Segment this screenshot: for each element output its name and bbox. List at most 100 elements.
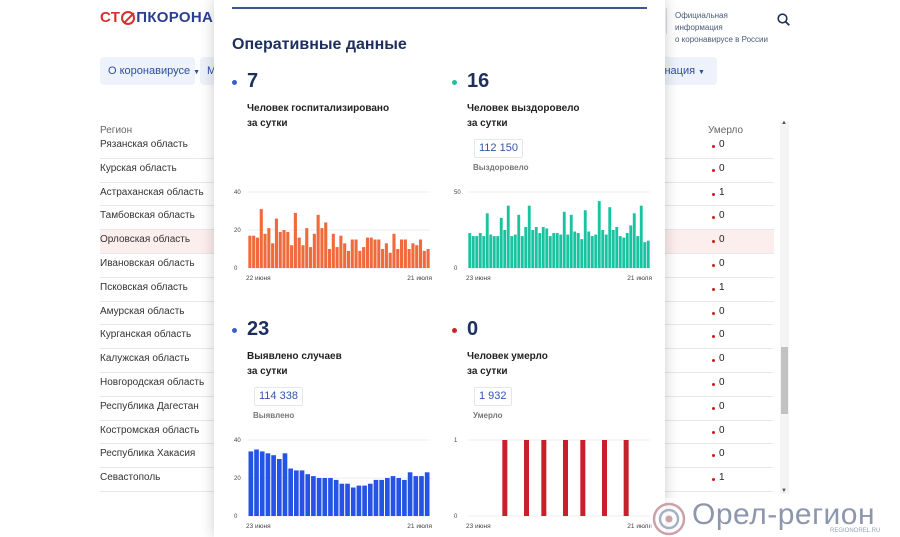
chart-bar[interactable] — [601, 230, 605, 268]
chart-bar[interactable] — [520, 236, 524, 268]
chart-bar[interactable] — [569, 214, 573, 268]
chart-bar[interactable] — [622, 237, 626, 268]
chart-bar[interactable] — [328, 478, 333, 516]
chart-bar[interactable] — [583, 210, 587, 268]
chart-bar[interactable] — [646, 240, 650, 268]
chart-bar[interactable] — [396, 478, 402, 516]
chart-bar[interactable] — [548, 236, 552, 268]
chart-bar[interactable] — [267, 228, 271, 268]
chart-bar[interactable] — [335, 247, 339, 268]
chart-bar[interactable] — [636, 236, 640, 268]
chart-bar[interactable] — [611, 230, 615, 268]
chart-bar[interactable] — [576, 233, 580, 268]
chart-bar[interactable] — [604, 234, 608, 268]
chart-bar[interactable] — [489, 234, 493, 268]
chart-bar[interactable] — [541, 226, 545, 268]
chart-bar[interactable] — [290, 245, 294, 268]
chart-bar[interactable] — [629, 225, 633, 268]
chart-bar[interactable] — [377, 239, 381, 269]
chart-bar[interactable] — [381, 249, 385, 268]
chart-bar[interactable] — [356, 485, 362, 516]
chart-bar[interactable] — [354, 239, 358, 269]
chart-bar[interactable] — [418, 239, 423, 269]
chart-bar[interactable] — [312, 233, 316, 268]
chart-bar[interactable] — [573, 231, 577, 268]
chart-bar[interactable] — [271, 243, 275, 268]
nav-m[interactable]: М — [200, 57, 216, 85]
chart-bar[interactable] — [309, 247, 313, 268]
chart-bar[interactable] — [396, 249, 400, 268]
chart-bar[interactable] — [301, 245, 305, 268]
chart-bar[interactable] — [468, 233, 472, 268]
chart-bar[interactable] — [492, 236, 496, 268]
chart-bar[interactable] — [373, 239, 377, 269]
chart-bar[interactable] — [343, 243, 347, 268]
chart-bar[interactable] — [294, 470, 299, 516]
chart-bar[interactable] — [545, 228, 549, 268]
chart-bar[interactable] — [388, 252, 392, 268]
chart-bar[interactable] — [580, 440, 586, 516]
chart-bar[interactable] — [305, 228, 309, 268]
chart-bar[interactable] — [506, 205, 510, 268]
chart-bar[interactable] — [316, 214, 320, 268]
scrollbar-thumb[interactable] — [781, 347, 788, 414]
search-icon[interactable] — [777, 13, 790, 26]
chart-bar[interactable] — [278, 231, 282, 268]
scroll-down-arrow-icon[interactable]: ▼ — [781, 488, 787, 494]
chart-bar[interactable] — [265, 453, 271, 516]
chart-bar[interactable] — [286, 231, 290, 268]
chart-bar[interactable] — [415, 245, 419, 268]
chart-bar[interactable] — [271, 455, 276, 516]
chart-bar[interactable] — [502, 440, 508, 516]
chart-bar[interactable] — [365, 237, 369, 268]
chart-bar[interactable] — [274, 218, 278, 268]
chart-bar[interactable] — [485, 213, 489, 268]
chart-bar[interactable] — [367, 483, 373, 516]
chart-bar[interactable] — [385, 478, 390, 516]
chart-bar[interactable] — [524, 440, 529, 516]
chart-bar[interactable] — [594, 234, 598, 268]
chart-bar[interactable] — [362, 485, 367, 516]
chart-bar[interactable] — [311, 476, 316, 516]
scrollbar-track[interactable] — [780, 122, 789, 494]
chart-bar[interactable] — [350, 239, 354, 269]
chart-bar[interactable] — [510, 236, 514, 268]
chart-bar[interactable] — [259, 451, 265, 516]
chart-bar[interactable] — [390, 476, 396, 516]
chart-bar[interactable] — [305, 474, 311, 516]
chart-bar[interactable] — [252, 235, 256, 268]
chart-bar[interactable] — [254, 449, 259, 517]
nav-about-covid[interactable]: О коронавирусе ▼ — [100, 57, 200, 85]
chart-bar[interactable] — [623, 440, 629, 516]
chart-bar[interactable] — [413, 476, 419, 516]
chart-bar[interactable] — [478, 233, 482, 268]
chart-bar[interactable] — [248, 451, 254, 516]
chart-bar[interactable] — [299, 470, 305, 516]
scroll-up-arrow-icon[interactable]: ▲ — [781, 120, 787, 126]
chart-bar[interactable] — [345, 483, 350, 516]
chart-bar[interactable] — [602, 440, 607, 516]
chart-bar[interactable] — [424, 472, 430, 516]
chart-bar[interactable] — [541, 440, 547, 516]
chart-bar[interactable] — [559, 234, 563, 268]
chart-bar[interactable] — [471, 236, 475, 268]
chart-bar[interactable] — [350, 487, 356, 517]
chart-bar[interactable] — [531, 230, 535, 268]
chart-bar[interactable] — [563, 440, 568, 516]
site-logo[interactable]: СТ ПКОРОНАВИ — [100, 9, 235, 26]
chart-bar[interactable] — [517, 214, 521, 268]
chart-bar[interactable] — [333, 479, 339, 516]
chart-bar[interactable] — [293, 212, 297, 268]
chart-bar[interactable] — [339, 483, 345, 516]
chart-bar[interactable] — [276, 459, 282, 516]
chart-bar[interactable] — [643, 242, 647, 268]
chart-bar[interactable] — [499, 217, 503, 268]
chart-bar[interactable] — [524, 226, 528, 268]
chart-bar[interactable] — [587, 231, 591, 268]
chart-bar[interactable] — [297, 237, 301, 268]
chart-bar[interactable] — [403, 239, 407, 269]
chart-bar[interactable] — [263, 233, 267, 268]
chart-bar[interactable] — [288, 468, 293, 517]
chart-bar[interactable] — [316, 478, 322, 516]
chart-bar[interactable] — [392, 233, 396, 268]
